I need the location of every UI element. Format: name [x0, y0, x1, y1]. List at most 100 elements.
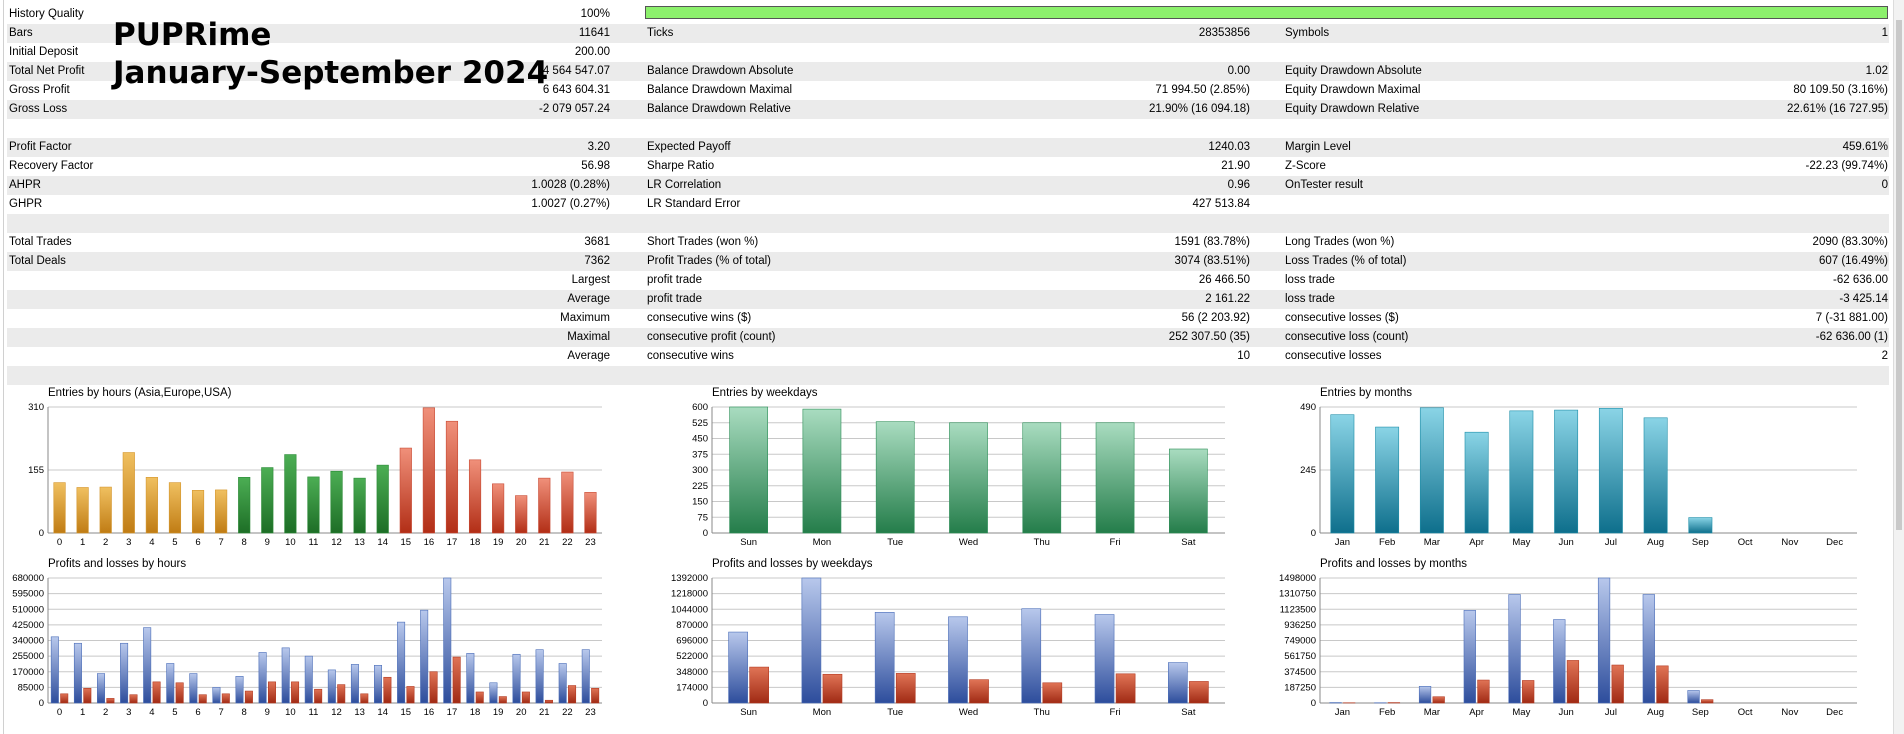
x-tick-label: 0 [57, 537, 62, 548]
loss-bar [406, 686, 415, 704]
x-tick-label: 13 [354, 537, 365, 548]
profit-bar [1418, 686, 1432, 704]
stats-row: History Quality 100% [7, 5, 1889, 24]
stats-row: GHPR 1.0027 (0.27%) LR Standard Error 427 5… [7, 195, 1889, 214]
y-tick-label: 300 [692, 465, 708, 476]
bar [53, 482, 66, 534]
bar [468, 459, 482, 534]
profit-bar [304, 655, 313, 704]
stat-label: Initial Deposit [9, 46, 79, 58]
stats-row: Recovery Factor 56.98 Sharpe Ratio 21.90 Z-S… [7, 157, 1889, 176]
x-tick-label: 17 [447, 707, 458, 718]
loss-bar [1566, 660, 1580, 704]
x-tick-label: May [1512, 537, 1530, 548]
profit-bar [73, 642, 82, 704]
stat-label: loss trade [1285, 274, 1335, 286]
y-tick-label: 225 [692, 481, 708, 492]
x-tick-label: Wed [959, 537, 978, 548]
x-tick-label: 20 [516, 707, 527, 718]
x-tick-label: 6 [195, 537, 200, 548]
profit-bar [489, 682, 498, 704]
y-tick-label: 0 [703, 528, 708, 539]
profit-bar [1642, 594, 1655, 704]
loss-bar [1701, 699, 1714, 704]
y-tick-label: 870000 [676, 620, 708, 631]
x-tick-label: 8 [242, 707, 247, 718]
bar [99, 486, 112, 534]
loss-bar [383, 676, 392, 704]
x-tick-label: Sun [740, 707, 757, 718]
y-tick-label: 936250 [1284, 620, 1316, 631]
y-tick-label: 374500 [1284, 667, 1316, 678]
profit-bar [1021, 608, 1042, 704]
stat-label: AHPR [9, 179, 41, 191]
x-tick-label: 8 [242, 537, 247, 548]
stat-label: Equity Drawdown Absolute [1285, 65, 1422, 77]
loss-bar [1656, 665, 1669, 704]
stat-label: Loss Trades (% of total) [1285, 255, 1407, 267]
y-tick-label: 375 [692, 449, 708, 460]
x-tick-label: 10 [285, 537, 296, 548]
bar [1419, 407, 1444, 534]
y-tick-label: 170000 [12, 667, 44, 678]
y-tick-label: 245 [1300, 465, 1316, 476]
stat-value: 1.0028 (0.28%) [531, 179, 610, 191]
bar [122, 452, 135, 534]
x-tick-label: 11 [309, 537, 319, 548]
stat-value: 10 [1237, 350, 1250, 362]
profit-bar [801, 577, 822, 704]
loss-bar [60, 693, 69, 704]
y-tick-label: 150 [692, 497, 708, 508]
y-tick-label: 1044000 [671, 604, 708, 615]
x-tick-label: Wed [959, 707, 978, 718]
vertical-scrollbar[interactable] [1893, 0, 1904, 734]
profit-bar [948, 616, 968, 704]
profit-bar [1463, 610, 1476, 704]
x-tick-label: 10 [285, 707, 296, 718]
bar [399, 447, 412, 534]
left-border [3, 0, 4, 734]
bar [1554, 409, 1579, 534]
x-tick-label: 9 [265, 707, 270, 718]
stat-label: Z-Score [1285, 160, 1326, 172]
stats-row: Average consecutive wins 10 consecutive los… [7, 347, 1889, 366]
loss-bar [291, 681, 300, 704]
y-tick-label: 0 [39, 528, 44, 539]
history-quality-bar [645, 6, 1888, 19]
bar [584, 492, 597, 534]
profit-bar [258, 652, 267, 704]
stat-value: 0 [1881, 179, 1888, 191]
stat-value: 0.00 [1227, 65, 1250, 77]
loss-bar [129, 694, 138, 704]
bar [353, 477, 366, 534]
profit-bar [420, 609, 429, 704]
bar [168, 482, 182, 534]
stats-row: Bars 11641 Ticks 28353856 Symbols 1 [7, 24, 1889, 43]
stats-row: Average profit trade 2 161.22 loss trade -3 … [7, 290, 1889, 309]
y-tick-label: 522000 [676, 651, 708, 662]
loss-bar [1115, 673, 1136, 704]
stats-row: Gross Profit 6 643 604.31 Balance Drawdown… [7, 81, 1889, 100]
stats-row: Maximal consecutive profit (count) 252 307… [7, 328, 1889, 347]
x-tick-label: 0 [57, 707, 62, 718]
bar [561, 471, 574, 534]
x-tick-label: Sat [1181, 537, 1196, 548]
stat-value: 3074 (83.51%) [1174, 255, 1250, 267]
x-tick-label: Feb [1379, 537, 1395, 548]
profit-bar [535, 649, 544, 704]
x-tick-label: Mon [813, 707, 831, 718]
bar [422, 407, 435, 534]
y-tick-label: 310 [28, 402, 44, 413]
y-tick-label: 680000 [12, 573, 44, 584]
x-tick-label: 11 [309, 707, 319, 718]
x-tick-label: 2 [103, 707, 108, 718]
stat-label: Recovery Factor [9, 160, 94, 172]
bar [215, 489, 228, 534]
scrollbar-thumb[interactable] [1896, 20, 1902, 530]
stat-value: 1240.03 [1208, 141, 1250, 153]
x-tick-label: Jun [1558, 707, 1573, 718]
stats-row: Gross Loss -2 079 057.24 Balance Drawdown … [7, 100, 1889, 119]
bar [1598, 407, 1623, 534]
stat-value: 7 (-31 881.00) [1815, 312, 1888, 324]
x-tick-label: 16 [424, 537, 435, 548]
